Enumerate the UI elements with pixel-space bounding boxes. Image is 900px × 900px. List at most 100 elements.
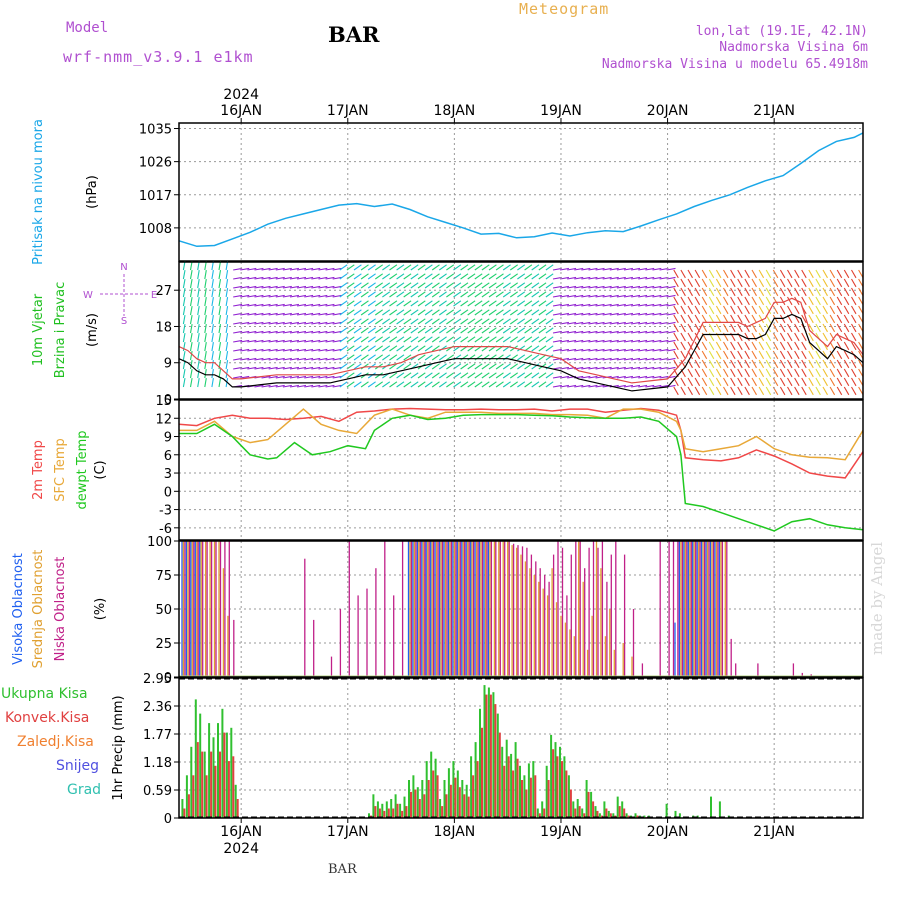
wind-barb	[801, 341, 807, 351]
wind-barb	[822, 359, 828, 369]
precip-total-bar	[416, 787, 419, 818]
wind-barb	[822, 305, 828, 315]
wind-barb	[701, 314, 708, 324]
wind-barb	[602, 276, 612, 280]
wind-barb	[488, 309, 497, 316]
wind-barb	[680, 332, 686, 342]
wind-barb	[560, 366, 569, 370]
wind-barb	[822, 323, 828, 333]
wind-barb	[588, 276, 598, 280]
wind-barb	[339, 345, 348, 352]
wind-barb	[424, 264, 433, 271]
wind-barb	[467, 336, 476, 343]
wind-barb	[311, 303, 321, 307]
wind-barb	[638, 276, 648, 280]
wind-barb	[189, 342, 193, 352]
wind-barb	[304, 348, 314, 352]
wind-barb	[638, 294, 648, 298]
wind-barb	[360, 273, 369, 280]
wind-barb	[396, 300, 405, 307]
wind-barb	[225, 306, 229, 316]
wind-barb	[311, 375, 321, 379]
y-tick-label: 9	[164, 431, 172, 446]
precip-total-bar	[563, 756, 566, 818]
wind-barb	[410, 327, 419, 334]
wind-barb	[233, 285, 243, 289]
wind-barb	[843, 377, 850, 387]
wind-barb	[538, 300, 547, 307]
wind-barb	[843, 386, 850, 396]
precip-total-bar	[439, 799, 442, 818]
cloud-high-axis-label: Visoka Oblacnost	[11, 553, 26, 665]
wind-barb	[851, 287, 857, 297]
wind-barb	[829, 377, 836, 387]
wind-barb	[374, 309, 384, 316]
wind-barb	[645, 321, 655, 325]
wind-barb	[545, 300, 554, 307]
wind-barb	[779, 278, 786, 288]
wind-barb	[374, 264, 384, 271]
wind-barb	[659, 267, 669, 271]
wind-barb	[829, 341, 836, 351]
wind-barb	[189, 333, 193, 343]
wind-barb	[567, 357, 577, 361]
wind-barb	[460, 300, 469, 307]
wind-barb	[560, 384, 569, 388]
wind-barb	[275, 276, 285, 280]
wind-barb	[737, 296, 743, 306]
wind-barb	[382, 273, 391, 280]
y-tick-label: 0.59	[143, 784, 172, 799]
precip-conv-bar	[205, 775, 208, 818]
precip-total-bar	[181, 799, 184, 818]
wind-barb	[218, 315, 222, 325]
y-tick-label: -3	[159, 504, 172, 519]
wind-barb	[488, 327, 497, 334]
wind-barb	[240, 276, 250, 280]
wind-barb	[602, 330, 612, 334]
precip-total-bar	[501, 746, 504, 818]
wind-barb	[652, 384, 662, 388]
model-name: wrf-nmm_v3.9.1 e1km	[63, 48, 254, 66]
wind-barb	[744, 305, 750, 315]
wind-barb	[488, 291, 497, 298]
wind-barb	[304, 294, 314, 298]
precip-total-bar	[194, 699, 197, 818]
wind-barb	[509, 372, 519, 379]
wind-barb	[275, 285, 285, 289]
wind-barb	[567, 276, 577, 280]
wind-barb	[758, 350, 765, 360]
wind-barb	[631, 348, 641, 352]
precip-total-bar	[203, 751, 206, 818]
wind-barb	[772, 377, 779, 387]
wind-barb	[282, 366, 292, 370]
wind-barb	[545, 336, 554, 343]
wind-barb	[808, 305, 814, 315]
wind-barb	[701, 377, 708, 387]
precip-total-bar	[541, 801, 544, 818]
wind-barb	[289, 339, 299, 343]
wind-barb	[438, 363, 447, 370]
wind-barb	[545, 291, 554, 298]
precip-total-bar	[621, 801, 624, 818]
wind-barb	[474, 372, 483, 379]
wind-barb	[509, 318, 519, 325]
wind-barb	[311, 357, 321, 361]
wind-barb	[225, 270, 229, 280]
wind-barb	[758, 341, 765, 351]
wind-barb	[233, 312, 243, 316]
precip-total-bar	[483, 685, 486, 818]
pressure-unit-label: (hPa)	[85, 175, 100, 209]
wind-barb	[502, 282, 511, 289]
wind-barb	[815, 278, 821, 288]
wind-barb	[801, 269, 807, 279]
precip-conv-bar	[201, 751, 204, 818]
wind-barb	[765, 287, 772, 297]
wind-barb	[801, 278, 807, 288]
wind-barb	[645, 294, 655, 298]
precip-total-bar	[634, 813, 637, 818]
wind-barb	[638, 366, 648, 370]
y-tick-label: 2.36	[143, 700, 172, 715]
wind-barb	[488, 264, 497, 271]
wind-barb	[367, 381, 376, 388]
wind-barb	[261, 375, 271, 379]
